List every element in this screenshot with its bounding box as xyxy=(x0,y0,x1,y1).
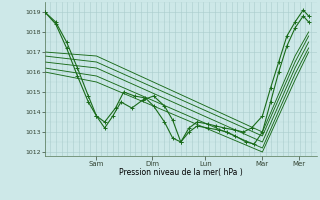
X-axis label: Pression niveau de la mer( hPa ): Pression niveau de la mer( hPa ) xyxy=(119,168,243,177)
